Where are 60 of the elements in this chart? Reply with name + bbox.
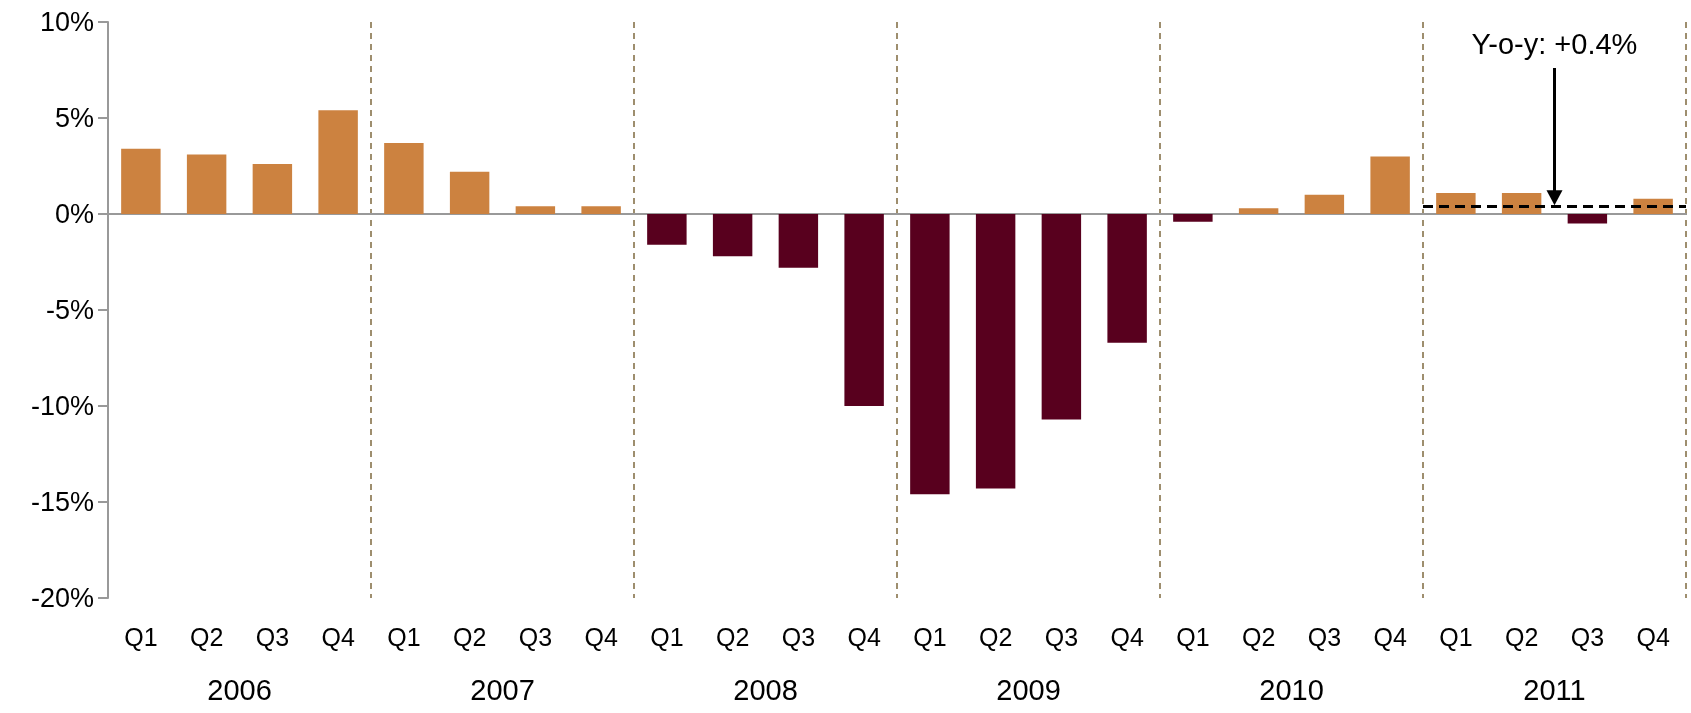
x-tick-label: Q1 <box>913 622 947 651</box>
x-tick-label: Q3 <box>255 622 290 651</box>
bar <box>515 206 556 214</box>
x-tick-label: Q1 <box>387 622 421 651</box>
bar <box>384 142 424 214</box>
x-tick-label: Q4 <box>1110 622 1144 651</box>
bar <box>1304 194 1345 214</box>
x-tick-label: Q4 <box>1636 622 1670 651</box>
y-tick-label: 0% <box>54 199 94 229</box>
bar <box>581 206 621 214</box>
bar <box>186 154 227 214</box>
x-tick-label: Q3 <box>518 622 553 651</box>
x-tick-label: Q2 <box>452 622 487 651</box>
x-tick-label: Q3 <box>781 622 816 651</box>
x-tick-label: Q3 <box>1307 622 1342 651</box>
x-tick-label: Q3 <box>1570 622 1605 651</box>
bar <box>844 214 884 406</box>
text: 2008 <box>733 674 798 706</box>
bar <box>449 171 490 214</box>
x-tick-label: Q2 <box>1241 622 1276 651</box>
bar <box>1436 192 1476 214</box>
y-tick-label: -20% <box>30 583 94 613</box>
bar <box>778 214 819 268</box>
bar <box>1107 214 1147 343</box>
ref-line-label: Y-o-y: +0.4% <box>1471 28 1638 60</box>
bar <box>910 214 950 495</box>
bar <box>1370 156 1410 214</box>
x-tick-label: Q2 <box>189 622 224 651</box>
y-tick-label: -5% <box>45 295 94 325</box>
x-tick-label: Q4 <box>584 622 618 651</box>
y-tick-label: -10% <box>30 391 94 421</box>
bar <box>712 214 753 257</box>
x-tick-label: Q1 <box>650 622 684 651</box>
x-tick-label: Q2 <box>1504 622 1539 651</box>
text: 2007 <box>470 674 535 706</box>
bar <box>121 148 161 214</box>
text: 2010 <box>1259 674 1324 706</box>
y-tick-label: 5% <box>54 103 94 133</box>
text: 2011 <box>1523 674 1586 706</box>
x-tick-label: Q3 <box>1044 622 1079 651</box>
bar <box>1238 208 1279 214</box>
x-tick-label: Q4 <box>321 622 355 651</box>
x-tick-label: Q4 <box>847 622 881 651</box>
x-tick-label: Q1 <box>1176 622 1210 651</box>
y-tick-label: 10% <box>39 7 94 37</box>
y-tick-label: -15% <box>30 487 94 517</box>
bar <box>1041 214 1082 420</box>
bar <box>975 214 1016 489</box>
bar <box>1173 214 1213 222</box>
x-tick-label: Q4 <box>1373 622 1407 651</box>
x-tick-label: Q2 <box>978 622 1013 651</box>
bar <box>1567 214 1608 224</box>
x-tick-label: Q1 <box>1439 622 1473 651</box>
bar <box>318 110 358 214</box>
text: 2009 <box>996 674 1061 706</box>
bar <box>252 164 293 214</box>
bar <box>647 214 687 245</box>
text: 2006 <box>207 674 272 706</box>
x-tick-label: Q1 <box>124 622 158 651</box>
x-tick-label: Q2 <box>715 622 750 651</box>
